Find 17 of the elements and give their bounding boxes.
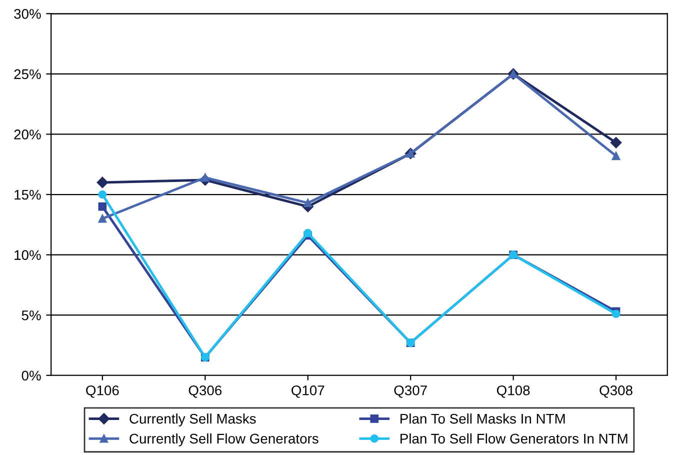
x-tick-label: Q106 [86, 385, 119, 398]
y-tick-label: 15% [14, 190, 41, 200]
y-tick-label: 0% [22, 370, 41, 381]
y-tick-label: 10% [14, 250, 41, 260]
x-tick-label: Q108 [496, 385, 530, 398]
y-tick-label: 25% [14, 69, 41, 80]
legend-label: Currently Sell Flow Generators [130, 433, 318, 446]
x-tick-label: Q107 [292, 385, 324, 398]
y-tick-label: 5% [22, 310, 41, 320]
legend-label: Currently Sell Masks [130, 413, 256, 426]
y-tick-label: 20% [14, 130, 41, 140]
x-tick-label: Q307 [394, 385, 427, 398]
x-tick-label: Q306 [188, 385, 222, 398]
legend-label: Plan To Sell Flow Generators In NTM [400, 433, 628, 444]
y-tick-label: 30% [14, 8, 41, 19]
x-tick-label: Q308 [600, 385, 632, 398]
legend-label: Plan To Sell Masks In NTM [400, 413, 565, 424]
